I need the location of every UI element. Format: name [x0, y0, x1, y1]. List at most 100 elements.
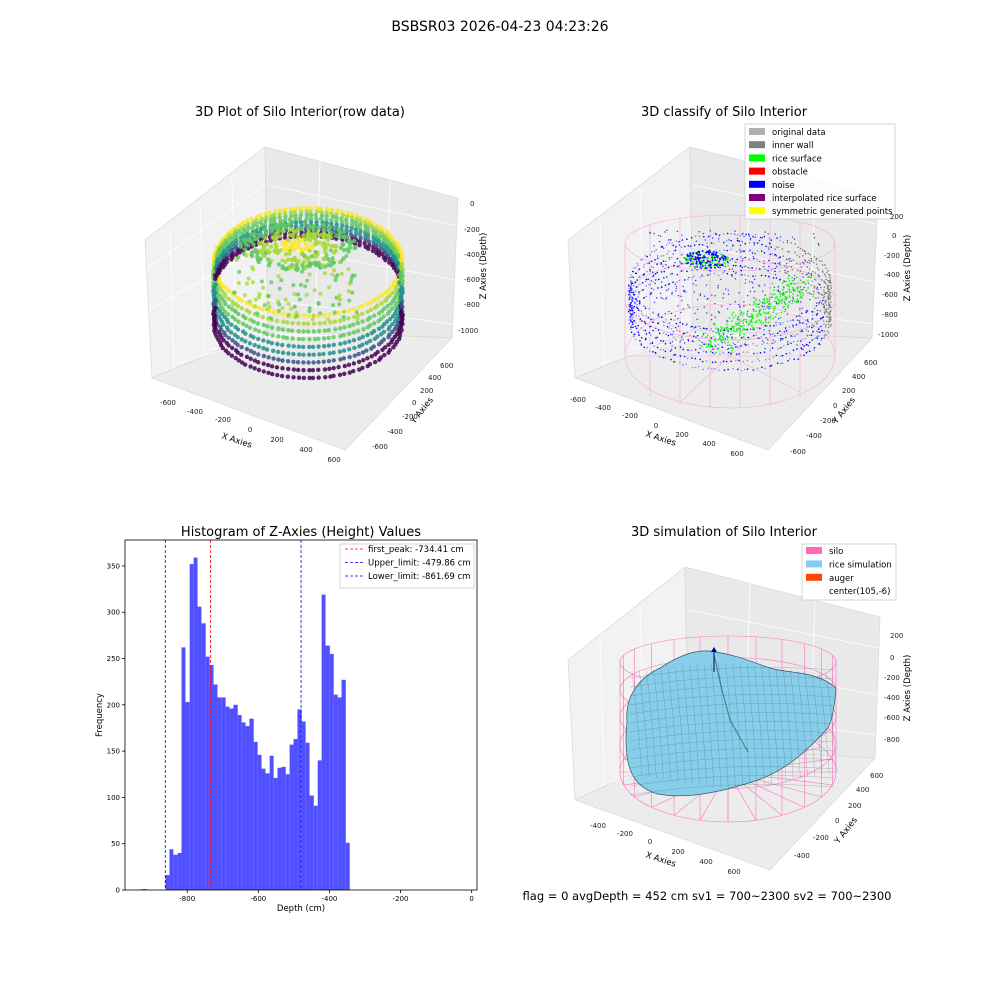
classified-point [673, 249, 675, 252]
panel2-xtick: -600 [570, 396, 586, 404]
noise-point [724, 265, 727, 268]
classified-point [691, 340, 694, 342]
classified-point [792, 319, 794, 321]
scatter-point [316, 336, 321, 342]
classified-point [767, 269, 769, 272]
classified-point [739, 234, 741, 237]
noise-point [681, 234, 683, 236]
noise-point [675, 287, 677, 289]
classified-point [644, 322, 647, 325]
rice-surface-point [737, 341, 739, 343]
scatter-point [385, 253, 391, 258]
scatter-point [321, 312, 327, 318]
scatter-point [326, 335, 331, 341]
scatter-point [325, 237, 330, 242]
classified-point [660, 255, 663, 257]
panel2-ytick: 400 [852, 373, 865, 381]
surface-point [725, 259, 728, 262]
panel1-x-ticks: -600 -400 -200 0 200 400 600 [160, 399, 341, 464]
scatter-point [347, 298, 352, 303]
noise-point [758, 239, 761, 242]
noise-point [701, 275, 704, 277]
scatter-point [280, 311, 285, 317]
classified-point [827, 279, 829, 282]
rice-surface-point [744, 318, 747, 321]
panel4-ztick: -400 [884, 694, 900, 702]
classified-point [640, 312, 643, 315]
rice-surface-point [738, 334, 741, 337]
scatter-point [305, 329, 311, 334]
scatter-point [304, 292, 309, 297]
classified-point [824, 301, 827, 303]
scatter-point [229, 353, 235, 358]
noise-point [660, 297, 662, 299]
noise-point [744, 343, 746, 345]
noise-point [714, 316, 717, 318]
classified-point [634, 325, 637, 328]
scatter-point [352, 345, 357, 351]
classified-point [823, 289, 825, 292]
rice-surface-point [772, 293, 774, 296]
classified-point [795, 315, 798, 318]
classified-point [679, 321, 681, 324]
scatter-point [311, 329, 317, 334]
classified-point [681, 363, 684, 366]
scatter-point [363, 216, 368, 222]
classified-point [829, 276, 831, 279]
scatter-point [261, 346, 266, 351]
classified-point [687, 278, 689, 281]
noise-point [775, 303, 778, 305]
scatter-point [290, 336, 295, 341]
classified-point [748, 242, 751, 244]
classified-point [628, 305, 631, 308]
classified-point [670, 327, 673, 330]
noise-point [805, 323, 808, 325]
noise-point [801, 307, 803, 309]
classified-point [680, 270, 683, 272]
histogram-bar [253, 741, 258, 890]
classified-point [632, 285, 635, 287]
rice-surface-point [739, 333, 741, 335]
scatter-point [341, 315, 346, 320]
classified-point [746, 359, 749, 362]
scatter-point [261, 353, 267, 359]
scatter-point [326, 225, 331, 230]
panel4-xtick: 0 [648, 838, 652, 846]
noise-point [793, 238, 796, 240]
surface-point [714, 264, 716, 266]
classified-point [650, 266, 653, 268]
scatter-point [350, 290, 355, 295]
rice-surface-point [783, 293, 785, 295]
rice-surface-point [721, 336, 724, 339]
classified-point [656, 263, 658, 265]
rice-surface-point [779, 293, 781, 295]
histogram-bar [185, 702, 190, 890]
scatter-point [300, 262, 305, 268]
noise-point [696, 269, 698, 271]
rice-surface-point [731, 326, 733, 328]
scatter-point [296, 352, 302, 357]
classified-point [638, 302, 641, 305]
classified-point [819, 317, 822, 320]
scatter-point [358, 236, 363, 241]
scatter-point [331, 334, 336, 340]
surface-point [721, 254, 724, 257]
classified-point [670, 358, 672, 361]
classified-point [800, 340, 802, 342]
noise-point [718, 235, 721, 237]
rice-surface-point [784, 303, 787, 305]
scatter-point [390, 290, 395, 296]
rice-surface-point [730, 347, 732, 349]
noise-point [745, 279, 747, 281]
scatter-point [390, 306, 395, 311]
scatter-point [311, 352, 316, 357]
noise-point [748, 235, 750, 237]
scatter-point [315, 263, 320, 268]
scatter-point [355, 320, 360, 326]
scatter-point [261, 361, 266, 366]
classified-point [699, 358, 701, 361]
scatter-point [345, 214, 350, 219]
scatter-point [261, 322, 266, 328]
scatter-point [288, 210, 294, 215]
surface-point [718, 260, 720, 263]
